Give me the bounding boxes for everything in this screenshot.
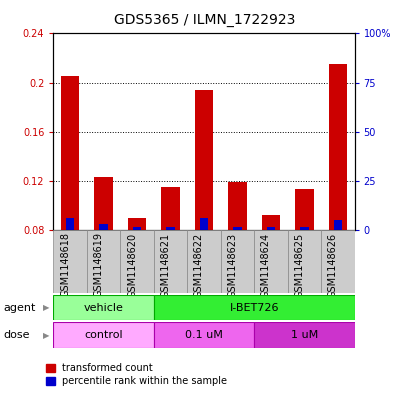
Legend: transformed count, percentile rank within the sample: transformed count, percentile rank withi…: [46, 363, 227, 386]
Text: GSM1148626: GSM1148626: [327, 232, 337, 298]
Bar: [53, 230, 87, 293]
Bar: [220, 230, 254, 293]
Bar: [166, 228, 174, 230]
Bar: [228, 182, 246, 230]
Text: agent: agent: [3, 303, 36, 312]
Text: I-BET726: I-BET726: [229, 303, 278, 312]
Text: dose: dose: [3, 330, 30, 340]
Bar: [233, 228, 241, 230]
Text: GSM1148620: GSM1148620: [127, 232, 137, 298]
Text: ▶: ▶: [43, 303, 49, 312]
Text: GSM1148623: GSM1148623: [227, 232, 237, 298]
Bar: [299, 228, 308, 230]
Bar: [187, 230, 220, 293]
Bar: [153, 322, 254, 348]
Text: GSM1148622: GSM1148622: [193, 232, 203, 298]
Text: GSM1148619: GSM1148619: [93, 232, 103, 298]
Bar: [320, 230, 354, 293]
Bar: [328, 64, 346, 230]
Bar: [194, 90, 213, 230]
Bar: [266, 228, 274, 230]
Text: ▶: ▶: [43, 331, 49, 340]
Bar: [287, 230, 320, 293]
Text: GDS5365 / ILMN_1722923: GDS5365 / ILMN_1722923: [114, 13, 295, 27]
Text: 1 uM: 1 uM: [290, 330, 317, 340]
Bar: [199, 218, 208, 230]
Bar: [294, 189, 313, 230]
Bar: [153, 230, 187, 293]
Text: control: control: [84, 330, 123, 340]
Bar: [87, 230, 120, 293]
Text: vehicle: vehicle: [83, 303, 123, 312]
Text: 0.1 uM: 0.1 uM: [184, 330, 222, 340]
Text: GSM1148618: GSM1148618: [60, 232, 70, 298]
Bar: [153, 295, 354, 320]
Bar: [254, 230, 287, 293]
Bar: [61, 76, 79, 230]
Bar: [133, 228, 141, 230]
Bar: [99, 224, 108, 230]
Bar: [66, 218, 74, 230]
Bar: [254, 322, 354, 348]
Bar: [128, 218, 146, 230]
Text: GSM1148621: GSM1148621: [160, 232, 170, 298]
Bar: [120, 230, 153, 293]
Bar: [53, 295, 153, 320]
Bar: [53, 322, 153, 348]
Text: GSM1148625: GSM1148625: [294, 232, 303, 298]
Bar: [333, 220, 341, 230]
Bar: [94, 177, 112, 230]
Bar: [261, 215, 279, 230]
Bar: [161, 187, 179, 230]
Text: GSM1148624: GSM1148624: [260, 232, 270, 298]
